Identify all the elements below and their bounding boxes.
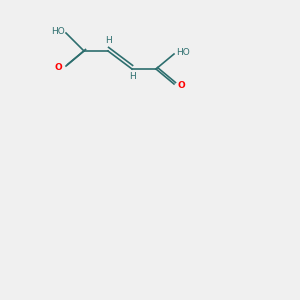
Text: HO: HO bbox=[52, 27, 65, 36]
Text: HO: HO bbox=[176, 48, 190, 57]
Text: O: O bbox=[55, 63, 62, 72]
Text: O: O bbox=[178, 81, 185, 90]
Text: H: H bbox=[105, 36, 111, 45]
Text: H: H bbox=[129, 72, 135, 81]
